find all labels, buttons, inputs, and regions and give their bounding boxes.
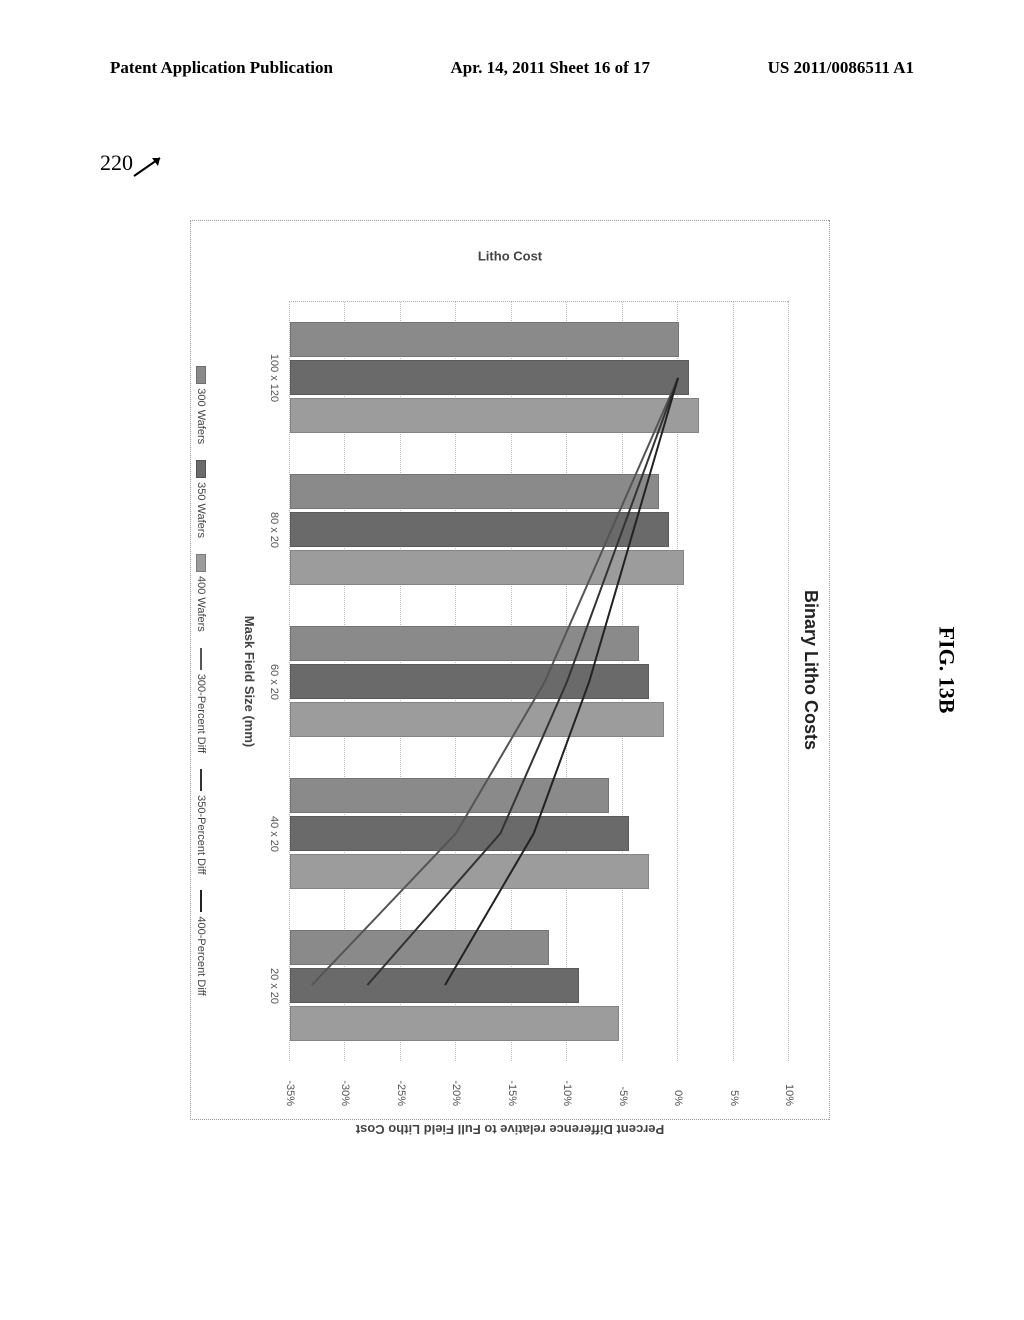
swatch-icon bbox=[196, 366, 206, 384]
bar-group: 40 x 20 bbox=[290, 774, 789, 894]
legend-item: 300-Percent Diff bbox=[195, 648, 207, 753]
chart-container: Binary Litho Costs Litho Cost Percent Di… bbox=[190, 220, 830, 1120]
legend-label: 400 Wafers bbox=[195, 576, 207, 632]
line-swatch-icon bbox=[200, 769, 202, 791]
right-tick-label: -30% bbox=[339, 1080, 351, 1106]
right-tick-label: -5% bbox=[617, 1086, 629, 1106]
bar-300 bbox=[290, 626, 639, 661]
figure-ref-number: 220 bbox=[100, 150, 133, 176]
bar-group: 20 x 20 bbox=[290, 926, 789, 1046]
x-category-label: 20 x 20 bbox=[268, 926, 280, 1046]
bar-group: 100 x 120 bbox=[290, 318, 789, 438]
figure-wrapper: 220 Binary Litho Costs Litho Cost Percen… bbox=[130, 170, 890, 1170]
y-left-axis-label: Litho Cost bbox=[478, 249, 542, 264]
legend-label: 350 Wafers bbox=[195, 482, 207, 538]
figure-caption: FIG. 13B bbox=[934, 627, 960, 714]
line-swatch-icon bbox=[200, 890, 202, 912]
legend-label: 300-Percent Diff bbox=[195, 674, 207, 753]
bar-350 bbox=[290, 664, 649, 699]
x-category-label: 80 x 20 bbox=[268, 470, 280, 590]
right-tick-label: -35% bbox=[284, 1080, 296, 1106]
bar-300 bbox=[290, 474, 659, 509]
header-center: Apr. 14, 2011 Sheet 16 of 17 bbox=[450, 58, 650, 78]
bar-400 bbox=[290, 854, 649, 889]
bar-350 bbox=[290, 360, 689, 395]
legend-item: 400 Wafers bbox=[195, 554, 207, 632]
line-swatch-icon bbox=[200, 648, 202, 670]
bar-300 bbox=[290, 930, 549, 965]
bar-400 bbox=[290, 1006, 619, 1041]
x-category-label: 40 x 20 bbox=[268, 774, 280, 894]
bar-400 bbox=[290, 550, 684, 585]
x-category-label: 60 x 20 bbox=[268, 622, 280, 742]
right-tick-label: 0% bbox=[672, 1090, 684, 1106]
swatch-icon bbox=[196, 554, 206, 572]
page-header: Patent Application Publication Apr. 14, … bbox=[0, 58, 1024, 78]
legend-label: 300 Wafers bbox=[195, 388, 207, 444]
right-tick-label: -15% bbox=[506, 1080, 518, 1106]
legend-label: 350-Percent Diff bbox=[195, 795, 207, 874]
header-left: Patent Application Publication bbox=[110, 58, 333, 78]
swatch-icon bbox=[196, 460, 206, 478]
header-right: US 2011/0086511 A1 bbox=[768, 58, 914, 78]
chart-title: Binary Litho Costs bbox=[800, 221, 821, 1119]
right-tick-label: 5% bbox=[728, 1090, 740, 1106]
bar-group: 60 x 20 bbox=[290, 622, 789, 742]
bar-400 bbox=[290, 702, 664, 737]
y-right-axis-label: Percent Difference relative to Full Fiel… bbox=[356, 1122, 664, 1137]
legend-item: 300 Wafers bbox=[195, 366, 207, 444]
bar-400 bbox=[290, 398, 699, 433]
bar-350 bbox=[290, 968, 579, 1003]
bar-350 bbox=[290, 816, 629, 851]
arrow-icon bbox=[132, 152, 172, 182]
bars-layer: 100 x 120 80 x 20 60 x 20 40 x 20 20 x 20 bbox=[290, 302, 789, 1061]
bar-350 bbox=[290, 512, 669, 547]
right-tick-label: -20% bbox=[450, 1080, 462, 1106]
right-tick-label: -25% bbox=[395, 1080, 407, 1106]
legend-item: 350 Wafers bbox=[195, 460, 207, 538]
bar-group: 80 x 20 bbox=[290, 470, 789, 590]
legend-item: 350-Percent Diff bbox=[195, 769, 207, 874]
legend: 300 Wafers 350 Wafers 400 Wafers 300-Percen… bbox=[195, 301, 207, 1061]
legend-item: 400-Percent Diff bbox=[195, 890, 207, 995]
x-axis-label: Mask Field Size (mm) bbox=[242, 302, 257, 1061]
right-tick-label: -10% bbox=[561, 1080, 573, 1106]
bar-300 bbox=[290, 322, 679, 357]
right-tick-label: 10% bbox=[783, 1084, 795, 1106]
legend-label: 400-Percent Diff bbox=[195, 916, 207, 995]
bar-300 bbox=[290, 778, 609, 813]
plot-area: 10%5%0%-5%-10%-15%-20%-25%-30%-35% 100 x… bbox=[289, 301, 789, 1061]
x-category-label: 100 x 120 bbox=[268, 318, 280, 438]
